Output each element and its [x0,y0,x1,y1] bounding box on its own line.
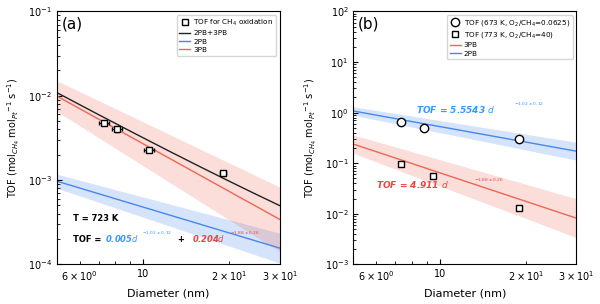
2PB [482,133,489,136]
Legend: TOF for CH$_4$ oxidation, 2PB+3PB, 2PB, 3PB: TOF for CH$_4$ oxidation, 2PB+3PB, 2PB, … [176,15,276,56]
Text: 0.204$d$: 0.204$d$ [192,233,225,244]
2PB [482,133,490,137]
Text: $^{-1.88\pm0.26}$: $^{-1.88\pm0.26}$ [474,178,503,183]
Y-axis label: TOF (mol$_{CH_4}$ mol$_{Pt}$$^{-1}$ s$^{-1}$): TOF (mol$_{CH_4}$ mol$_{Pt}$$^{-1}$ s$^{… [302,78,319,198]
3PB [350,143,358,146]
Y-axis label: TOF (mol$_{CH_4}$ mol$_{Pt}$$^{-1}$ s$^{-1}$): TOF (mol$_{CH_4}$ mol$_{Pt}$$^{-1}$ s$^{… [5,78,22,198]
3PB [552,209,559,213]
Text: +: + [175,235,188,244]
Line: 3PB: 3PB [353,144,576,218]
Text: 0.005$d$: 0.005$d$ [105,233,139,244]
Text: $^{-1.02\pm0.12}$: $^{-1.02\pm0.12}$ [142,231,172,236]
Text: (b): (b) [358,16,379,32]
3PB [486,188,493,191]
Text: (a): (a) [61,16,83,32]
3PB [350,142,357,146]
Line: 2PB: 2PB [353,111,576,151]
Text: $^{-1.02\pm0.12}$: $^{-1.02\pm0.12}$ [514,102,544,107]
2PB [350,109,358,113]
3PB [482,186,489,190]
3PB [538,205,545,208]
2PB [552,146,559,149]
Legend: TOF (673 K, O$_2$/CH$_4$=0.0625), TOF (773 K, O$_2$/CH$_4$=40), 3PB, 2PB: TOF (673 K, O$_2$/CH$_4$=0.0625), TOF (7… [447,15,572,60]
X-axis label: Diameter (nm): Diameter (nm) [424,288,506,299]
3PB [572,216,580,220]
2PB [350,109,357,113]
Text: $^{-1.88\pm0.26}$: $^{-1.88\pm0.26}$ [230,231,260,236]
2PB [572,149,580,153]
X-axis label: Diameter (nm): Diameter (nm) [127,288,209,299]
Text: TOF = 5.5543 $d$: TOF = 5.5543 $d$ [416,104,495,115]
2PB [538,143,545,147]
Text: TOF = 4.911 $d$: TOF = 4.911 $d$ [376,179,449,191]
2PB [486,134,493,137]
3PB [482,186,490,190]
Text: TOF =: TOF = [73,235,104,244]
Text: T = 723 K: T = 723 K [73,214,118,223]
